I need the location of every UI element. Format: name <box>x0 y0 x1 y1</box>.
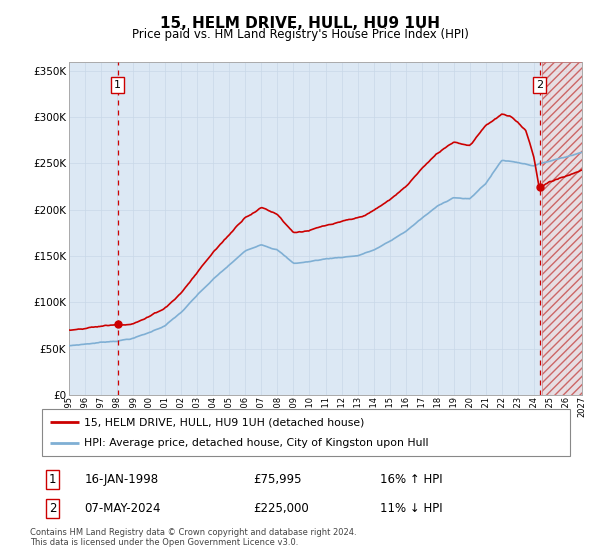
Text: Price paid vs. HM Land Registry's House Price Index (HPI): Price paid vs. HM Land Registry's House … <box>131 28 469 41</box>
Text: Contains HM Land Registry data © Crown copyright and database right 2024.
This d: Contains HM Land Registry data © Crown c… <box>30 528 356 547</box>
Text: 07-MAY-2024: 07-MAY-2024 <box>84 502 161 515</box>
Text: HPI: Average price, detached house, City of Kingston upon Hull: HPI: Average price, detached house, City… <box>84 438 429 448</box>
Text: 1: 1 <box>114 80 121 90</box>
Text: 15, HELM DRIVE, HULL, HU9 1UH (detached house): 15, HELM DRIVE, HULL, HU9 1UH (detached … <box>84 417 365 427</box>
Text: 16-JAN-1998: 16-JAN-1998 <box>84 473 158 486</box>
Text: £75,995: £75,995 <box>253 473 302 486</box>
Text: 2: 2 <box>49 502 56 515</box>
Text: 16% ↑ HPI: 16% ↑ HPI <box>380 473 443 486</box>
Text: 1: 1 <box>49 473 56 486</box>
Text: 11% ↓ HPI: 11% ↓ HPI <box>380 502 443 515</box>
Text: 2: 2 <box>536 80 544 90</box>
Text: £225,000: £225,000 <box>253 502 309 515</box>
Text: 15, HELM DRIVE, HULL, HU9 1UH: 15, HELM DRIVE, HULL, HU9 1UH <box>160 16 440 31</box>
